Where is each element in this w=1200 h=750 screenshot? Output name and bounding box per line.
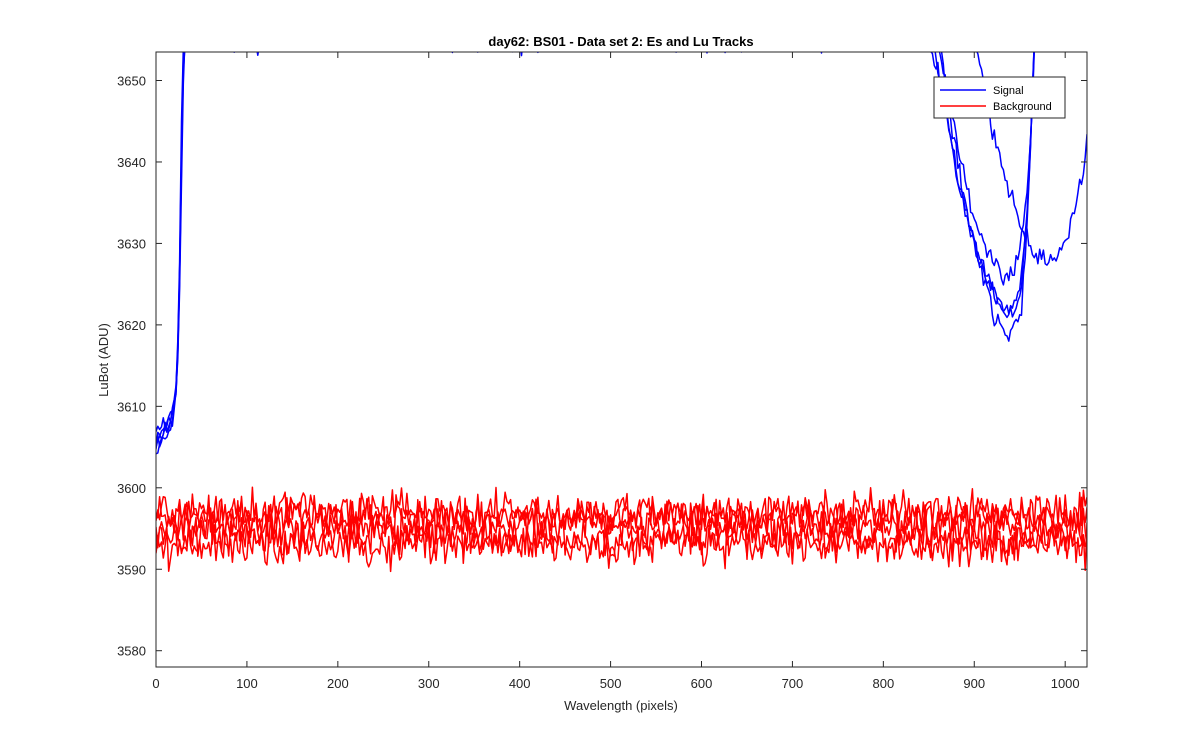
y-tick-label: 3610 — [117, 399, 146, 414]
legend-entry-background: Background — [993, 101, 1052, 113]
x-tick-label: 800 — [872, 676, 894, 691]
y-tick-label: 3640 — [117, 155, 146, 170]
x-tick-label: 300 — [418, 676, 440, 691]
y-axis-label: LuBot (ADU) — [96, 323, 111, 397]
chart-title: day62: BS01 - Data set 2: Es and Lu Trac… — [488, 34, 753, 49]
y-tick-label: 3600 — [117, 481, 146, 496]
x-tick-label: 1000 — [1051, 676, 1080, 691]
y-tick-label: 3630 — [117, 236, 146, 251]
x-tick-label: 700 — [782, 676, 804, 691]
x-tick-label: 600 — [691, 676, 713, 691]
legend: Signal Background — [933, 76, 1066, 119]
legend-entry-signal: Signal — [993, 85, 1024, 97]
plot-area — [156, 52, 1087, 667]
x-tick-label: 400 — [509, 676, 531, 691]
y-tick-label: 3580 — [117, 644, 146, 659]
y-tick-label: 3650 — [117, 74, 146, 89]
x-tick-label: 100 — [236, 676, 258, 691]
y-tick-label: 3590 — [117, 562, 146, 577]
series-line-background-4 — [156, 492, 1087, 546]
x-tick-label: 0 — [152, 676, 159, 691]
series-line-background-3 — [156, 497, 1087, 554]
series-layer — [156, 52, 1087, 573]
x-tick-label: 500 — [600, 676, 622, 691]
y-tick-label: 3620 — [117, 318, 146, 333]
x-axis: 0 100 200 300 400 500 600 700 800 900 1000 — [152, 52, 1080, 691]
x-tick-label: 900 — [963, 676, 985, 691]
x-axis-label: Wavelength (pixels) — [564, 698, 678, 713]
series-line-background-5 — [156, 517, 1087, 573]
plot-frame — [155, 51, 1088, 668]
y-axis: 3580 3590 3600 3610 3620 3630 3640 3650 — [117, 74, 1087, 659]
legend-box — [933, 76, 1066, 119]
x-tick-label: 200 — [327, 676, 349, 691]
